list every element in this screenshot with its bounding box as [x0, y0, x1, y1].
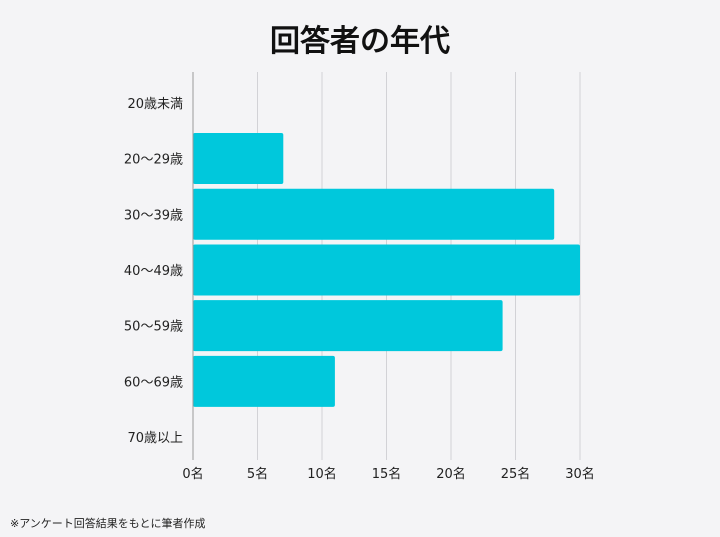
x-tick-label: 5名 [247, 466, 268, 482]
x-tick-label: 10名 [307, 466, 337, 482]
bar [193, 244, 580, 296]
bar [193, 300, 503, 352]
x-tick-label: 0名 [182, 466, 203, 482]
category-label: 20歳未満 [127, 97, 183, 112]
footnote: ※アンケート回答結果をもとに筆者作成 [10, 516, 206, 530]
x-tick-label: 15名 [372, 466, 402, 482]
x-tick-labels: 0名 5名 10名 15名 20名 25名 30名 [182, 466, 594, 482]
chart-title: 回答者の年代 [270, 24, 450, 59]
x-tick-label: 30名 [565, 466, 595, 482]
category-labels: 20歳未満 20〜29歳 30〜39歳 40〜49歳 50〜59歳 60〜69歳 70歳以上 [124, 97, 183, 446]
bar [193, 133, 284, 185]
category-label: 70歳以上 [127, 431, 183, 446]
category-label: 20〜29歳 [124, 153, 183, 168]
category-label: 30〜39歳 [124, 208, 183, 223]
category-label: 50〜59歳 [124, 320, 183, 335]
x-tick-label: 25名 [501, 466, 531, 482]
x-tick-label: 20名 [436, 466, 466, 482]
bars [193, 133, 580, 407]
category-label: 60〜69歳 [124, 375, 183, 390]
bar [193, 188, 555, 240]
bar [193, 355, 335, 407]
category-label: 40〜49歳 [124, 264, 183, 279]
